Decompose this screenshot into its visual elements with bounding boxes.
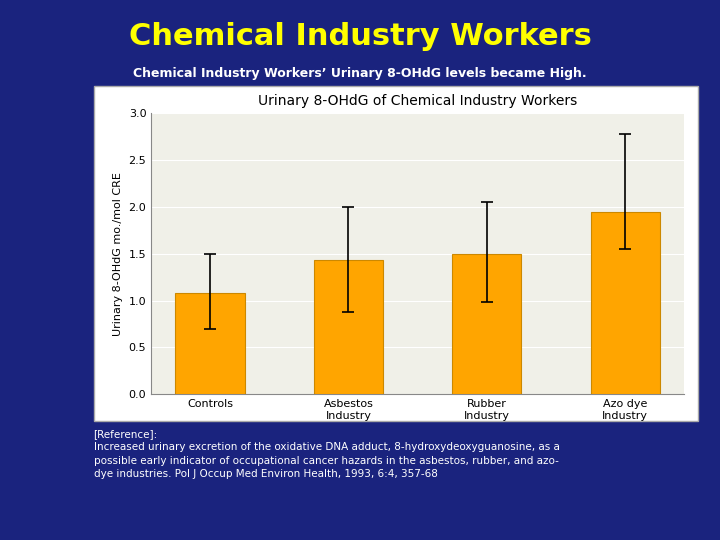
Bar <box>314 260 383 394</box>
Title: Urinary 8-OHdG of Chemical Industry Workers: Urinary 8-OHdG of Chemical Industry Work… <box>258 94 577 108</box>
Bar <box>176 293 245 394</box>
Bar <box>590 212 660 394</box>
Y-axis label: Urinary 8-OHdG mo./mol CRE: Urinary 8-OHdG mo./mol CRE <box>113 172 123 336</box>
Bar <box>452 254 521 394</box>
Text: [Reference]:
Increased urinary excretion of the oxidative DNA adduct, 8-hydroxyd: [Reference]: Increased urinary excretion… <box>94 429 559 479</box>
Text: Chemical Industry Workers’ Urinary 8-OHdG levels became High.: Chemical Industry Workers’ Urinary 8-OHd… <box>133 68 587 80</box>
Text: Chemical Industry Workers: Chemical Industry Workers <box>129 22 591 51</box>
